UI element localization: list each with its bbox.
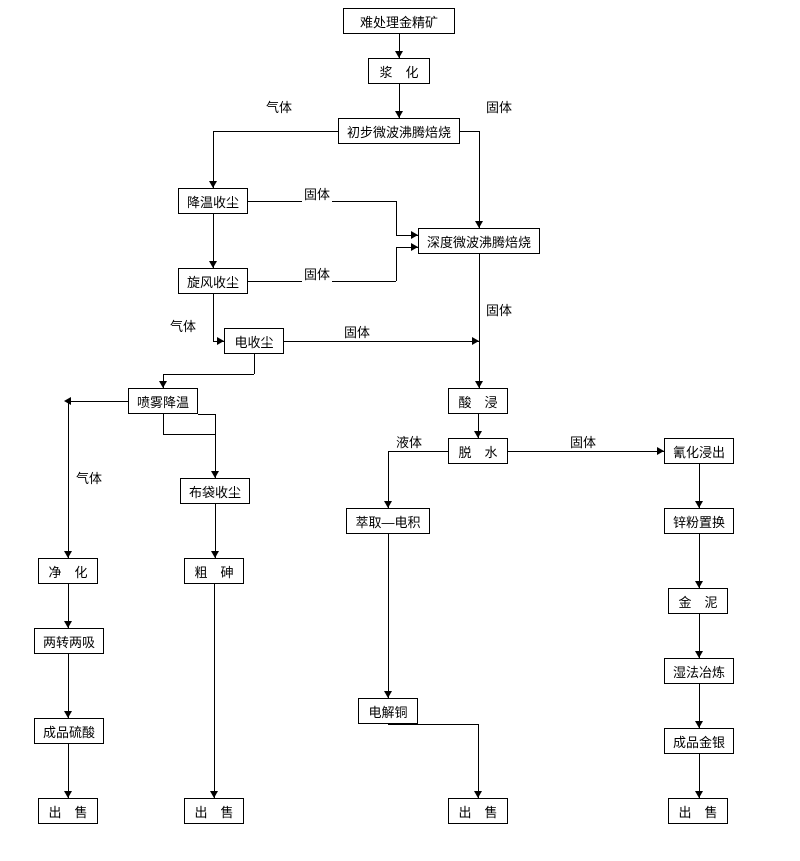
edge-label-liquid: 液体 <box>394 432 424 451</box>
arrow-icon <box>474 791 482 798</box>
arrow-icon <box>64 711 72 718</box>
edge <box>213 214 214 268</box>
node-initial-microwave-roast: 初步微波沸腾焙烧 <box>338 118 460 144</box>
node-cyanide-leach: 氰化浸出 <box>664 438 734 464</box>
arrow-icon <box>395 51 403 58</box>
edge-label-solid-3: 固体 <box>302 264 332 283</box>
arrow-icon <box>209 181 217 188</box>
node-cooling-dust: 降温收尘 <box>178 188 248 214</box>
node-purify: 净 化 <box>38 558 98 584</box>
edge <box>388 451 448 452</box>
arrow-icon <box>384 501 392 508</box>
edge <box>198 414 215 415</box>
node-two-conv-absorb: 两转两吸 <box>34 628 104 654</box>
edge <box>68 654 69 718</box>
edge <box>460 131 479 132</box>
arrow-icon <box>217 337 224 345</box>
arrow-icon <box>64 621 72 628</box>
node-extraction-electrowin: 萃取—电积 <box>346 508 430 534</box>
node-coarse-arsenic: 粗 砷 <box>184 558 244 584</box>
node-sell-4: 出 售 <box>668 798 728 824</box>
edge <box>479 254 480 388</box>
arrow-icon <box>64 791 72 798</box>
node-bag-dust: 布袋收尘 <box>180 478 250 504</box>
node-raw-material: 难处理金精矿 <box>343 8 455 34</box>
arrow-icon <box>475 221 483 228</box>
arrow-icon <box>472 337 479 345</box>
arrow-icon <box>211 471 219 478</box>
node-acid-leach: 酸 浸 <box>448 388 508 414</box>
arrow-icon <box>695 501 703 508</box>
edge <box>478 724 479 798</box>
edge <box>68 401 128 402</box>
edge <box>396 247 397 281</box>
node-wet-smelt: 湿法冶炼 <box>664 658 734 684</box>
edge-label-solid-1: 固体 <box>484 97 514 116</box>
edge <box>215 504 216 558</box>
edge <box>508 451 664 452</box>
node-zinc-replace: 锌粉置换 <box>664 508 734 534</box>
edge <box>213 294 214 341</box>
arrow-icon <box>384 691 392 698</box>
node-finished-gold-silver: 成品金银 <box>664 728 734 754</box>
node-sell-3: 出 售 <box>448 798 508 824</box>
node-deep-microwave-roast: 深度微波沸腾焙烧 <box>418 228 540 254</box>
arrow-icon <box>211 551 219 558</box>
edge <box>68 744 69 798</box>
edge-label-gas-2: 气体 <box>168 316 198 335</box>
edge-label-gas-3: 气体 <box>74 468 104 487</box>
edge <box>699 534 700 588</box>
edge <box>479 131 480 228</box>
node-dewater: 脱 水 <box>448 438 508 464</box>
edge <box>163 374 254 375</box>
arrow-icon <box>695 651 703 658</box>
arrow-icon <box>695 791 703 798</box>
edge-label-solid-6: 固体 <box>568 432 598 451</box>
edge-label-solid-4: 固体 <box>342 322 372 341</box>
edge <box>284 341 479 342</box>
arrow-icon <box>411 231 418 239</box>
edge <box>388 451 389 508</box>
edge <box>396 201 397 235</box>
edge <box>213 131 338 132</box>
edge <box>213 131 214 188</box>
arrow-icon <box>411 243 418 251</box>
node-gold-mud: 金 泥 <box>668 588 728 614</box>
edge-label-solid-5: 固体 <box>484 300 514 319</box>
arrow-icon <box>475 381 483 388</box>
node-cyclone-dust: 旋风收尘 <box>178 268 248 294</box>
edge-label-solid-2: 固体 <box>302 184 332 203</box>
edge-label-gas-1: 气体 <box>264 97 294 116</box>
edge <box>214 584 215 798</box>
arrow-icon <box>209 261 217 268</box>
node-finished-acid: 成品硫酸 <box>34 718 104 744</box>
arrow-icon <box>64 551 72 558</box>
edge <box>163 434 215 435</box>
node-slurry: 浆 化 <box>368 58 430 84</box>
node-spray-cooling: 喷雾降温 <box>128 388 198 414</box>
arrow-icon <box>695 721 703 728</box>
arrow-icon <box>657 447 664 455</box>
edge <box>388 724 389 725</box>
arrow-icon <box>395 111 403 118</box>
arrow-icon <box>474 431 482 438</box>
edge <box>68 401 69 558</box>
edge <box>163 414 164 434</box>
arrow-icon <box>159 381 167 388</box>
arrow-icon <box>695 581 703 588</box>
edge <box>254 354 255 374</box>
node-sell-1: 出 售 <box>38 798 98 824</box>
node-sell-2: 出 售 <box>184 798 244 824</box>
edge <box>388 534 389 698</box>
node-electro-dust: 电收尘 <box>224 328 284 354</box>
edge <box>198 414 199 415</box>
node-electrolytic-copper: 电解铜 <box>358 698 418 724</box>
arrow-icon <box>210 791 218 798</box>
edge <box>388 724 478 725</box>
